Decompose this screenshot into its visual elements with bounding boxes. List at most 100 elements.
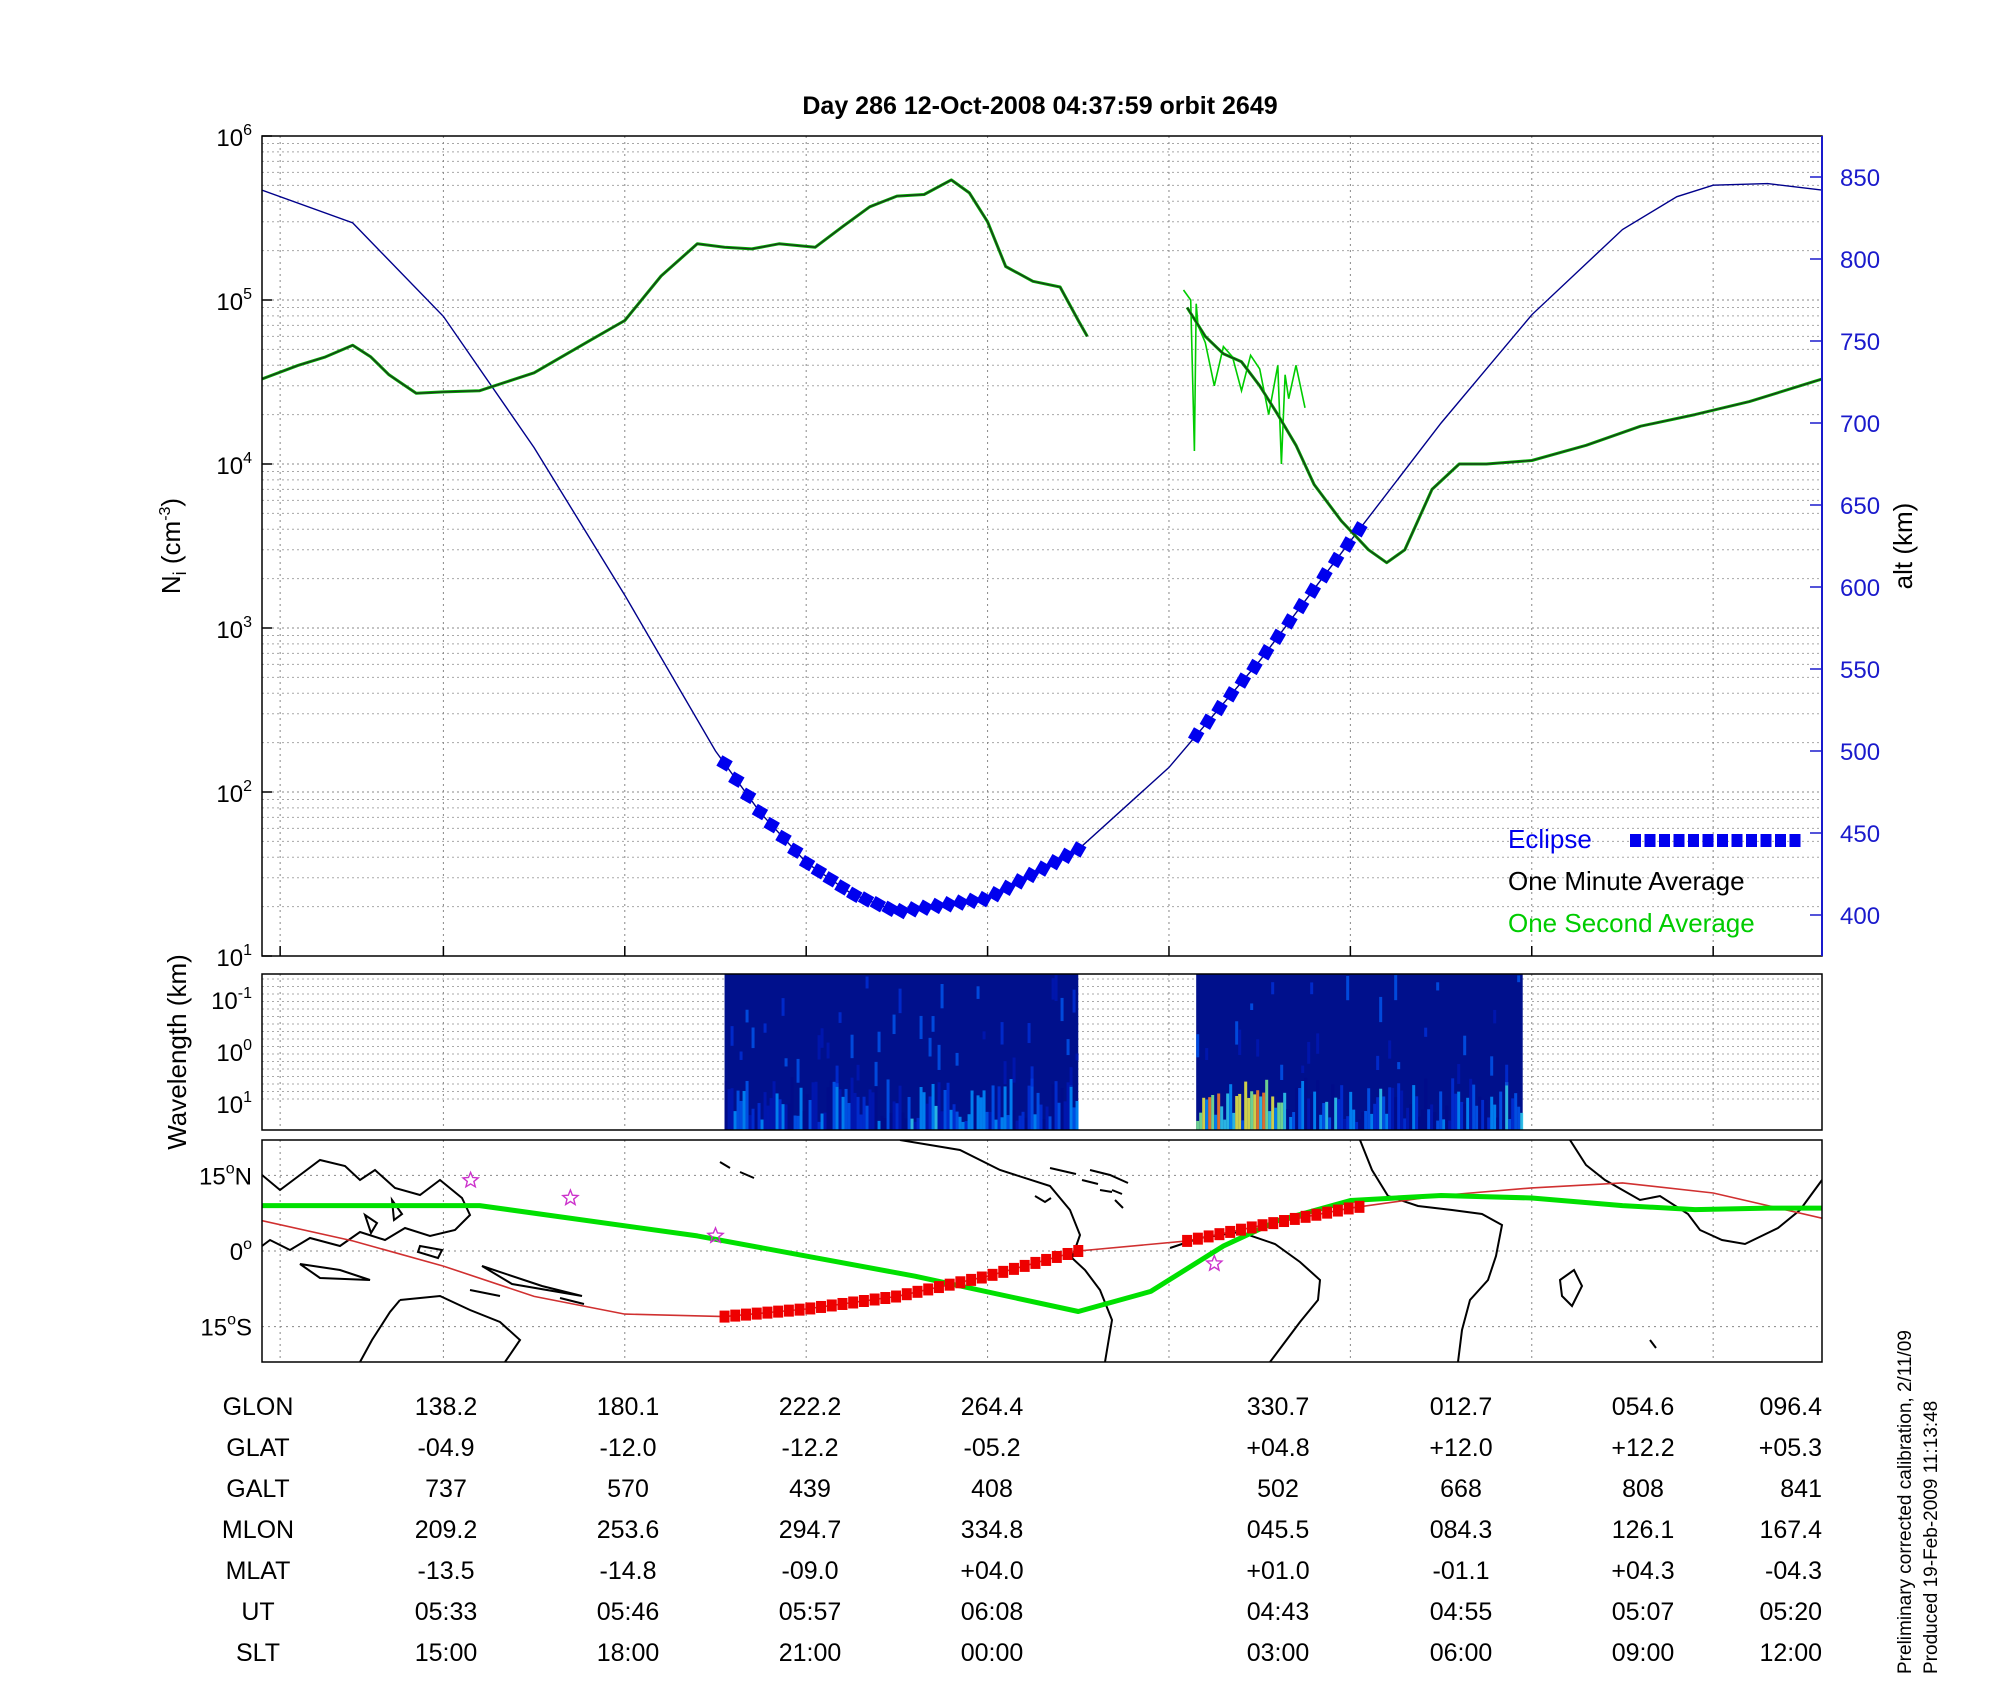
spectrogram-column	[817, 1121, 821, 1130]
eclipse-marker	[1316, 567, 1333, 584]
table-row-label: MLON	[222, 1516, 294, 1544]
spectrogram-column	[1024, 1117, 1028, 1130]
spectrogram-column	[961, 1121, 965, 1130]
spectrogram-column	[1054, 1081, 1058, 1130]
one-minute-average-line	[262, 179, 1088, 394]
spectrogram-column	[874, 1087, 878, 1130]
spectrogram-column	[1006, 1115, 1010, 1130]
spectrogram-column	[1000, 1117, 1004, 1130]
spectrogram-column	[886, 1079, 890, 1130]
table-cell: 334.8	[961, 1516, 1024, 1544]
eclipse-marker	[928, 897, 945, 915]
spectrogram-column	[904, 1118, 908, 1130]
spectrogram-column	[991, 1085, 995, 1130]
eclipse-marker	[751, 803, 769, 821]
map-eclipse-marker	[880, 1292, 891, 1305]
spectrogram-column	[1244, 1081, 1248, 1130]
legend-eclipse-marker	[1717, 834, 1728, 847]
spectrogram-column	[1445, 1105, 1449, 1130]
eclipse-marker	[1246, 658, 1263, 676]
one-minute-average-line	[1186, 307, 1822, 564]
legend-eclipse-marker	[1659, 834, 1670, 847]
eclipse-marker	[810, 863, 828, 880]
spectrogram-column	[802, 1110, 806, 1130]
spectrogram-streak	[1250, 1003, 1254, 1011]
spectrogram-column	[1027, 1085, 1031, 1130]
spectrogram-column	[838, 1089, 842, 1130]
spectrogram-streak	[1505, 1064, 1509, 1086]
spectrogram-column	[727, 1089, 731, 1130]
spectrogram-column	[1427, 1109, 1431, 1130]
spectrogram-streak	[1436, 982, 1440, 991]
spectrogram-column	[988, 1111, 992, 1130]
spectrogram-column	[865, 1105, 869, 1130]
eclipse-marker	[739, 787, 757, 805]
spectrogram-streak	[739, 1051, 743, 1060]
altitude-y-ticks: 400 450 500 550 600 650 700 750 800 850	[1810, 165, 1880, 930]
spectrogram-column	[979, 1097, 983, 1130]
spectrogram-streak	[1000, 1022, 1004, 1045]
spectrogram-column	[1039, 1104, 1043, 1130]
altitude-y-tick-label: 400	[1840, 903, 1880, 930]
spectrogram-streak	[1030, 1066, 1034, 1087]
spectrogram-column	[751, 1108, 755, 1130]
table-cell: 167.4	[1759, 1516, 1822, 1544]
spectrogram-streak	[838, 1012, 842, 1023]
map-eclipse-marker	[837, 1297, 848, 1310]
spectrogram-column	[1072, 1107, 1076, 1130]
spectrogram-streak	[1051, 978, 1055, 1000]
legend-eclipse-marker	[1775, 834, 1786, 847]
map-eclipse-marker	[719, 1310, 730, 1323]
spectrogram-column	[1235, 1095, 1239, 1130]
spectrogram-column	[1457, 1091, 1461, 1130]
spectrogram-column	[784, 1104, 788, 1130]
altitude-y-tick-label: 550	[1840, 657, 1880, 684]
spectrogram-column	[1325, 1101, 1329, 1130]
table-cell: 21:00	[779, 1639, 842, 1667]
map-eclipse-marker	[773, 1305, 784, 1318]
coastline-australia	[359, 1294, 522, 1362]
map-eclipse-marker	[955, 1276, 966, 1289]
eclipse-marker	[1222, 686, 1240, 703]
spectrogram-column	[1397, 1083, 1401, 1130]
spectrogram-streak	[1310, 982, 1314, 995]
spectrogram-streak	[856, 1064, 860, 1081]
spectrogram-streak	[1301, 1065, 1305, 1074]
density-grid	[262, 135, 1822, 957]
table-cell: 253.6	[597, 1516, 660, 1544]
spectrogram-column	[931, 1083, 935, 1130]
map-eclipse-marker	[891, 1290, 902, 1303]
spectrogram-column	[1376, 1097, 1380, 1130]
spectrogram-column	[1343, 1118, 1347, 1130]
table-cell: 05:20	[1759, 1598, 1822, 1626]
table-cell: 05:33	[415, 1598, 478, 1626]
spectrogram-column	[1493, 1104, 1497, 1130]
spectrogram-column	[880, 1115, 884, 1130]
spectrogram-streak	[751, 1027, 755, 1049]
table-cell: -13.5	[418, 1557, 475, 1585]
table-cell: 06:08	[961, 1598, 1024, 1626]
density-y-tick-label: 106	[216, 122, 252, 152]
spectrogram-column	[940, 1111, 944, 1130]
eclipse-marker	[728, 771, 745, 788]
spectrogram-streak	[1066, 1039, 1070, 1056]
table-cell: 15:00	[415, 1639, 478, 1667]
density-panel: 101 102 103 104 105 106 400 450 500 550 600 650 700…	[156, 122, 1918, 972]
altitude-y-tick-label: 800	[1840, 247, 1880, 274]
map-eclipse-marker	[1354, 1200, 1365, 1213]
density-y-label: Ni (cm-3)	[156, 498, 190, 594]
map-eclipse-marker	[794, 1303, 805, 1316]
spectrogram-streak	[1003, 1061, 1007, 1085]
map-axes-frame	[261, 1139, 1823, 1363]
spectrogram-column	[1271, 1096, 1275, 1130]
eclipse-marker	[1292, 597, 1310, 615]
map-eclipse-marker	[966, 1273, 977, 1286]
spectrogram-column	[820, 1113, 824, 1130]
spectrogram-column	[1358, 1119, 1362, 1130]
density-y-tick-label: 104	[216, 450, 252, 480]
spectrogram-column	[964, 1121, 968, 1130]
spectrogram-column	[1388, 1087, 1392, 1130]
table-cell: 03:00	[1247, 1639, 1310, 1667]
spectrogram-streak	[1012, 1057, 1016, 1083]
spectrogram-column	[1499, 1091, 1503, 1130]
